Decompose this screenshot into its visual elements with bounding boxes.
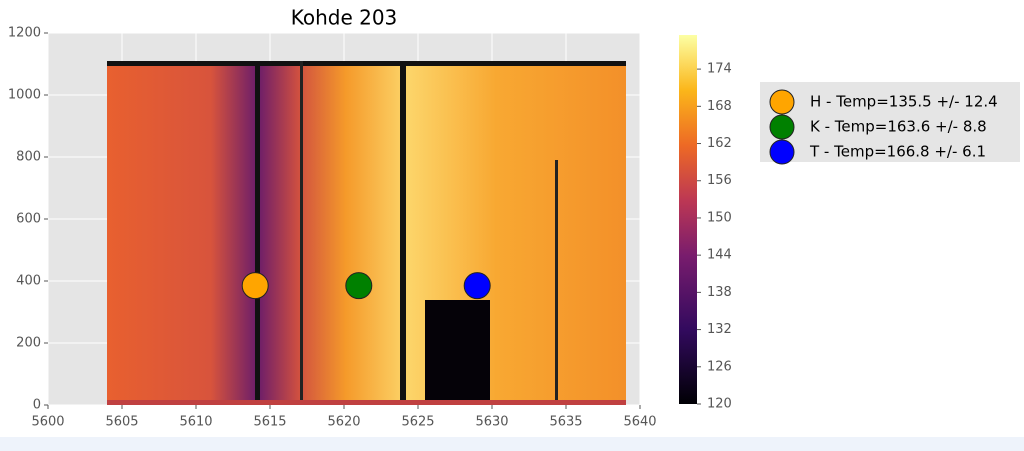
y-tick-label: 800 xyxy=(16,150,41,165)
heatmap-streak xyxy=(255,61,260,401)
colorbar xyxy=(679,35,697,404)
legend-marker xyxy=(769,89,795,115)
heatmap-streak xyxy=(555,160,558,405)
legend-label: T - Temp=166.8 +/- 6.1 xyxy=(809,143,986,161)
x-tick-label: 5620 xyxy=(327,415,360,430)
colorbar-tick-label: 156 xyxy=(707,173,732,188)
colorbar-tick-label: 144 xyxy=(707,248,732,263)
colorbar-tick-label: 132 xyxy=(707,322,732,337)
colorbar-tick-label: 162 xyxy=(707,136,732,151)
y-tick-label: 1200 xyxy=(8,26,41,41)
colorbar-tick-label: 174 xyxy=(707,62,732,77)
x-tick-label: 5600 xyxy=(31,415,64,430)
colorbar-tick-label: 168 xyxy=(707,99,732,114)
heatmap-streak xyxy=(400,61,406,401)
legend-label: K - Temp=163.6 +/- 8.8 xyxy=(810,118,987,136)
heatmap-streak xyxy=(300,61,303,401)
chart-title: Kohde 203 xyxy=(291,6,398,30)
x-tick-label: 5615 xyxy=(253,415,286,430)
x-tick-label: 5635 xyxy=(549,415,582,430)
y-tick-label: 200 xyxy=(16,336,41,351)
x-tick-label: 5640 xyxy=(623,415,656,430)
legend-marker xyxy=(769,139,795,165)
colorbar-tick-label: 150 xyxy=(707,210,732,225)
y-tick-label: 400 xyxy=(16,274,41,289)
x-tick-label: 5630 xyxy=(475,415,508,430)
colorbar-tick-label: 126 xyxy=(707,359,732,374)
heatmap xyxy=(107,61,626,405)
heatmap-dark-region xyxy=(425,300,490,405)
colorbar-tick-label: 120 xyxy=(707,397,732,412)
x-tick-label: 5605 xyxy=(105,415,138,430)
y-tick-label: 1000 xyxy=(8,88,41,103)
y-tick-label: 600 xyxy=(16,212,41,227)
footer-strip xyxy=(0,437,1024,451)
heatmap-edge xyxy=(107,61,626,66)
legend-marker xyxy=(769,114,795,140)
legend xyxy=(760,82,1020,162)
x-tick-label: 5625 xyxy=(401,415,434,430)
y-tick-label: 0 xyxy=(33,398,41,413)
legend-label: H - Temp=135.5 +/- 12.4 xyxy=(810,93,998,111)
heatmap-image xyxy=(107,61,626,405)
x-tick-label: 5610 xyxy=(179,415,212,430)
scatter-point xyxy=(345,272,373,300)
scatter-point xyxy=(463,272,491,300)
scatter-point xyxy=(241,272,269,300)
heatmap-edge xyxy=(107,400,626,405)
colorbar-tick-label: 138 xyxy=(707,285,732,300)
